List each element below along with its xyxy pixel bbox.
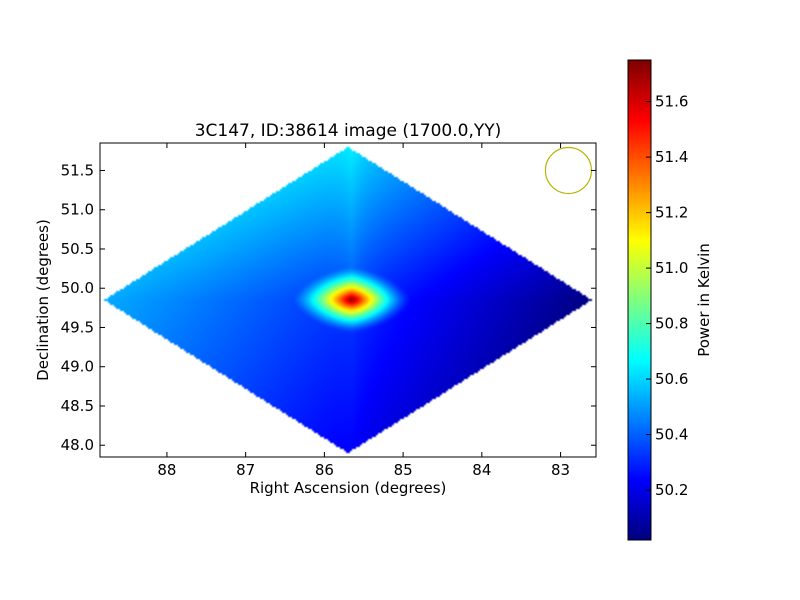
colorbar [628, 60, 651, 540]
colorbar-label: Power in Kelvin [695, 243, 713, 357]
colorbar-frame [627, 59, 652, 541]
y-axis-label: Declination (degrees) [34, 219, 52, 381]
x-tick-label: 84 [472, 461, 491, 479]
colorbar-tick-label: 50.2 [655, 481, 688, 499]
x-tick-label: 86 [315, 461, 334, 479]
y-tick-label: 50.0 [61, 279, 94, 297]
colorbar-axis: 50.2 50.4 50.6 50.8 51.0 51.2 51.4 51.6 [646, 93, 688, 499]
colorbar-tick-label: 50.4 [655, 426, 688, 444]
y-tick-label: 48.5 [61, 397, 94, 415]
y-tick-label: 49.0 [61, 358, 94, 376]
x-axis-label: Right Ascension (degrees) [250, 479, 447, 497]
x-tick-label: 85 [394, 461, 413, 479]
y-tick-label: 50.5 [61, 240, 94, 258]
plot-frame [99, 142, 597, 458]
colorbar-tick-label: 51.2 [655, 204, 688, 222]
x-axis: 88 87 86 85 84 83 [157, 143, 570, 479]
heatmap-image [100, 143, 596, 457]
y-tick-label: 48.0 [61, 436, 94, 454]
x-tick-label: 87 [236, 461, 255, 479]
chart-title: 3C147, ID:38614 image (1700.0,YY) [195, 121, 502, 141]
colorbar-tick-label: 50.6 [655, 370, 688, 388]
colorbar-tick-label: 51.0 [655, 259, 688, 277]
y-tick-label: 51.0 [61, 201, 94, 219]
colorbar-tick-label: 50.8 [655, 315, 688, 333]
colorbar-tick-label: 51.6 [655, 93, 688, 111]
y-tick-label: 49.5 [61, 318, 94, 336]
x-tick-label: 83 [551, 461, 570, 479]
y-axis: 48.0 48.5 49.0 49.5 50.0 50.5 51.0 51.5 [61, 161, 596, 454]
colorbar-tick-label: 51.4 [655, 148, 688, 166]
y-tick-label: 51.5 [61, 161, 94, 179]
x-tick-label: 88 [157, 461, 176, 479]
